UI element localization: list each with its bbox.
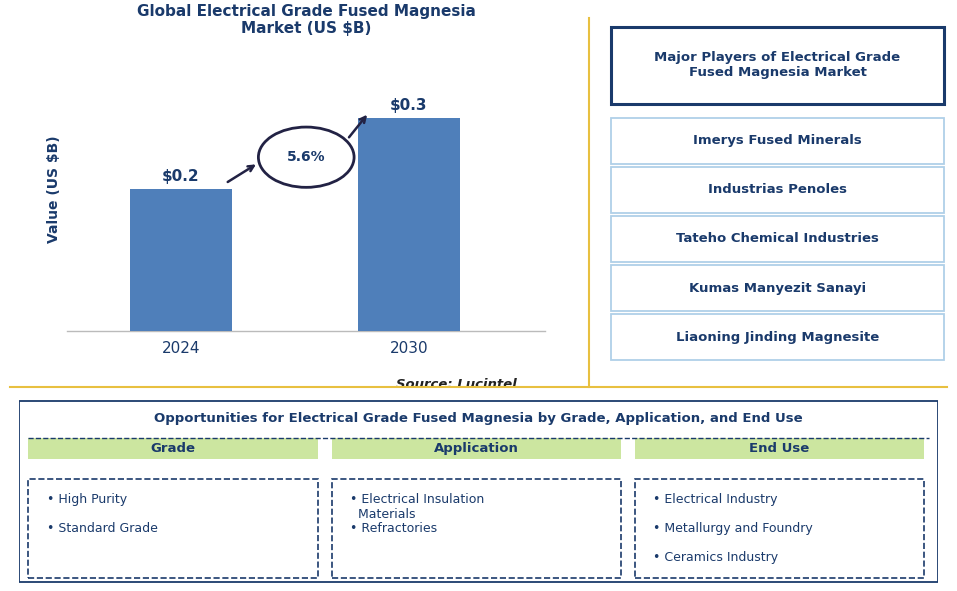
Text: • Refractories: • Refractories — [350, 522, 437, 535]
Bar — [358, 118, 460, 331]
Text: Imerys Fused Minerals: Imerys Fused Minerals — [693, 134, 862, 147]
Text: Industrias Penoles: Industrias Penoles — [708, 183, 847, 196]
FancyBboxPatch shape — [612, 27, 944, 103]
FancyBboxPatch shape — [634, 479, 924, 577]
Text: $0.2: $0.2 — [162, 169, 200, 184]
Text: • Ceramics Industry: • Ceramics Industry — [653, 551, 778, 564]
Text: Application: Application — [434, 442, 519, 455]
Y-axis label: Value (US $B): Value (US $B) — [48, 135, 61, 243]
Text: • Electrical Industry: • Electrical Industry — [653, 493, 777, 506]
Text: • Electrical Insulation
  Materials: • Electrical Insulation Materials — [350, 493, 484, 521]
FancyBboxPatch shape — [29, 479, 318, 577]
Text: End Use: End Use — [749, 442, 810, 455]
Text: $0.3: $0.3 — [390, 98, 428, 113]
Text: 5.6%: 5.6% — [287, 150, 325, 164]
FancyBboxPatch shape — [29, 438, 318, 459]
Title: Global Electrical Grade Fused Magnesia
Market (US $B): Global Electrical Grade Fused Magnesia M… — [137, 4, 476, 37]
Text: Liaoning Jinding Magnesite: Liaoning Jinding Magnesite — [676, 330, 879, 343]
Bar — [129, 189, 233, 331]
FancyBboxPatch shape — [19, 401, 938, 582]
FancyBboxPatch shape — [612, 216, 944, 262]
Text: Kumas Manyezit Sanayi: Kumas Manyezit Sanayi — [689, 281, 866, 294]
FancyBboxPatch shape — [331, 479, 621, 577]
FancyBboxPatch shape — [612, 167, 944, 213]
Text: Major Players of Electrical Grade
Fused Magnesia Market: Major Players of Electrical Grade Fused … — [655, 51, 901, 79]
FancyBboxPatch shape — [612, 314, 944, 360]
Text: Tateho Chemical Industries: Tateho Chemical Industries — [677, 232, 879, 245]
FancyBboxPatch shape — [634, 438, 924, 459]
FancyBboxPatch shape — [612, 118, 944, 164]
Text: Opportunities for Electrical Grade Fused Magnesia by Grade, Application, and End: Opportunities for Electrical Grade Fused… — [154, 412, 803, 425]
Text: • Metallurgy and Foundry: • Metallurgy and Foundry — [653, 522, 812, 535]
Text: Source: Lucintel: Source: Lucintel — [396, 378, 517, 391]
FancyBboxPatch shape — [612, 265, 944, 311]
Text: Grade: Grade — [150, 442, 195, 455]
Text: • High Purity: • High Purity — [47, 493, 127, 506]
FancyBboxPatch shape — [331, 438, 621, 459]
Text: • Standard Grade: • Standard Grade — [47, 522, 158, 535]
